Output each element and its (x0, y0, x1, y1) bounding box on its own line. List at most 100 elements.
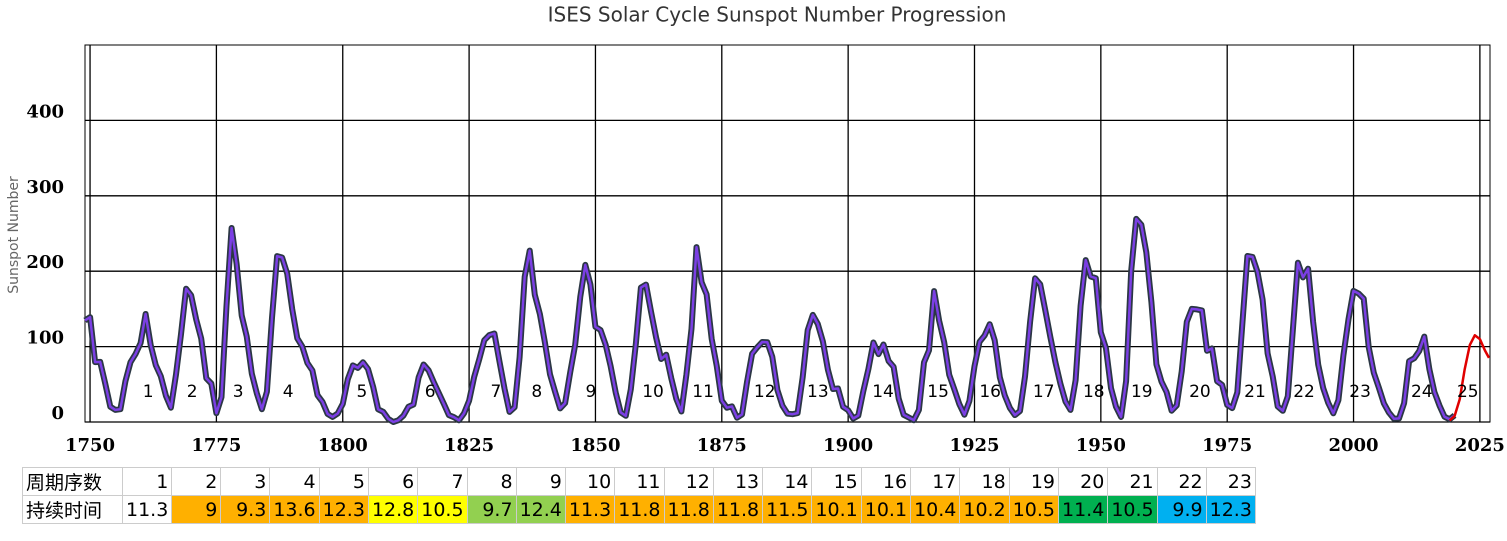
cycle-label: 22 (1293, 382, 1315, 402)
chart: ISES Solar Cycle Sunspot Number Progress… (6, 3, 1505, 457)
cycle-label: 21 (1244, 382, 1266, 402)
table-cell: 10 (564, 467, 616, 496)
table-cell: 13 (712, 467, 764, 496)
table-cell: 持续时间 (22, 495, 123, 524)
plot-border (84, 44, 1491, 423)
y-axis-label: Sunspot Number (6, 176, 22, 294)
series-line (84, 217, 1456, 424)
cycle-label: 5 (357, 382, 368, 402)
y-tick-label: 400 (26, 101, 64, 122)
table-cell: 9 (515, 467, 566, 496)
table-row: 持续时间 11.3 9 9.3 13.6 12.3 12.8 10.5 9.7 12.4 11.3 1… (22, 495, 1256, 524)
cycle-label: 10 (642, 382, 664, 402)
cycle-label: 1 (143, 382, 154, 402)
x-tick-label: 1925 (949, 435, 999, 456)
x-tick-label: 1775 (191, 435, 241, 456)
cycle-label: 17 (1033, 382, 1055, 402)
table-cell: 1 (121, 467, 173, 496)
x-tick-label: 1750 (65, 435, 115, 456)
cycle-label: 25 (1457, 382, 1479, 402)
table-cell: 11.8 (712, 495, 764, 524)
x-tick-label: 1875 (697, 435, 747, 456)
table-cell: 10.1 (811, 495, 862, 524)
table-cell: 11.8 (614, 495, 665, 524)
cycle-label: 11 (692, 382, 714, 402)
table-cell: 9 (171, 495, 222, 524)
y-tick-label: 0 (51, 403, 64, 424)
x-tick-label: 1975 (1202, 435, 1252, 456)
table-cell: 3 (220, 467, 271, 496)
table-cell: 21 (1107, 467, 1158, 496)
cycle-label: 14 (872, 382, 894, 402)
table-cell: 11.3 (121, 495, 173, 524)
cycle-label: 24 (1411, 382, 1433, 402)
table-cell: 11 (614, 467, 665, 496)
table-cell: 9.7 (466, 495, 517, 524)
table-cell: 20 (1057, 467, 1109, 496)
x-tick-label: 1825 (444, 435, 494, 456)
table-cell: 6 (367, 467, 419, 496)
table-cell: 8 (466, 467, 517, 496)
table-cell: 10.1 (860, 495, 912, 524)
table-cell: 10.2 (959, 495, 1010, 524)
cycle-label: 8 (531, 382, 542, 402)
table-cell: 13.6 (269, 495, 320, 524)
x-tick-label: 2000 (1328, 435, 1378, 456)
cycle-label: 7 (490, 382, 501, 402)
table-cell: 7 (417, 467, 468, 496)
table-cell: 10.5 (1008, 495, 1060, 524)
x-tick-label: 1850 (570, 435, 620, 456)
table-cell: 11.8 (663, 495, 714, 524)
table-cell: 10.5 (417, 495, 468, 524)
table-cell: 18 (959, 467, 1010, 496)
x-tick-label: 1800 (318, 435, 368, 456)
cycle-label: 12 (754, 382, 776, 402)
series-line (1448, 334, 1491, 422)
table-cell: 23 (1205, 467, 1256, 496)
table-cell: 12.8 (367, 495, 419, 524)
table-cell: 10.5 (1107, 495, 1158, 524)
table-cell: 15 (811, 467, 862, 496)
table-cell: 14 (762, 467, 813, 496)
x-tick-label: 1900 (823, 435, 873, 456)
cycle-label: 23 (1349, 382, 1371, 402)
cycle-label: 9 (585, 382, 596, 402)
table-cell: 22 (1156, 467, 1207, 496)
x-tick-label: 1950 (1076, 435, 1126, 456)
cycle-label: 16 (979, 382, 1001, 402)
table-row: 周期序数 1 2 3 4 5 6 7 8 9 10 11 12 13 14 15 16 17 18 19 20 21 22 2… (22, 467, 1256, 496)
table-cell: 12.3 (1205, 495, 1256, 524)
cycle-label: 6 (425, 382, 436, 402)
cycle-label: 19 (1131, 382, 1153, 402)
table-cell: 10.4 (910, 495, 961, 524)
table-cell: 11.3 (564, 495, 616, 524)
table-cell: 9.9 (1156, 495, 1207, 524)
chart-title: ISES Solar Cycle Sunspot Number Progress… (548, 3, 1007, 27)
cycle-label: 2 (187, 382, 198, 402)
table-cell: 周期序数 (22, 467, 123, 496)
cycle-label: 4 (283, 382, 294, 402)
table-cell: 19 (1008, 467, 1060, 496)
table-cell: 11.4 (1057, 495, 1109, 524)
table-cell: 2 (171, 467, 222, 496)
cycle-label: 13 (807, 382, 829, 402)
y-tick-label: 200 (26, 252, 64, 273)
table-cell: 12 (663, 467, 714, 496)
y-tick-label: 300 (26, 177, 64, 198)
table-cell: 5 (318, 467, 369, 496)
table-cell: 12.4 (515, 495, 566, 524)
cycle-label: 18 (1083, 382, 1105, 402)
table-cell: 9.3 (220, 495, 271, 524)
cycle-table: 周期序数 1 2 3 4 5 6 7 8 9 10 11 12 13 14 15 16 17 18 19 20 21 22 2… (22, 467, 1256, 524)
y-tick-label: 100 (26, 328, 64, 349)
table-cell: 4 (269, 467, 320, 496)
table-cell: 12.3 (318, 495, 369, 524)
table-cell: 11.5 (762, 495, 813, 524)
table-cell: 17 (910, 467, 961, 496)
cycle-label: 20 (1189, 382, 1211, 402)
cycle-label: 3 (233, 382, 244, 402)
cycle-label: 15 (927, 382, 949, 402)
x-tick-label: 2025 (1455, 435, 1505, 456)
table-cell: 16 (860, 467, 912, 496)
